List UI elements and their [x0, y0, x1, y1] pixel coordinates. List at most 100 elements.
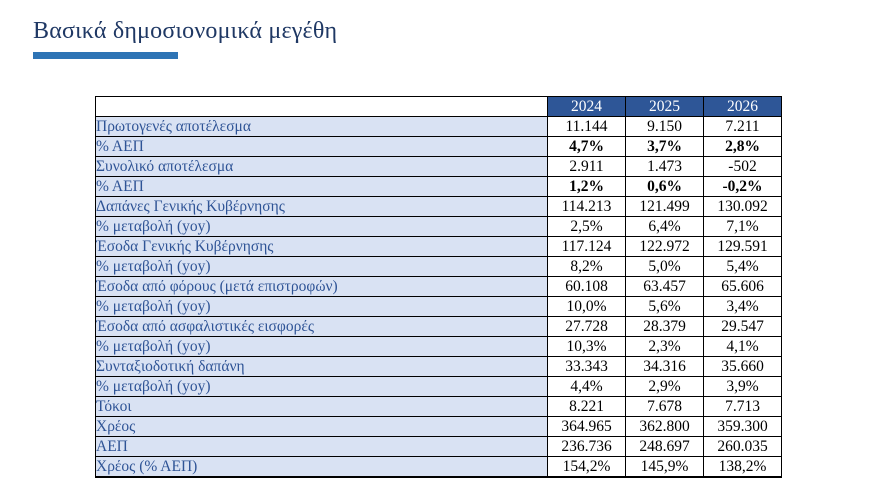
table-row: Χρέος 364.965 362.800 359.300	[95, 416, 782, 437]
value-cell: 2.911	[547, 156, 626, 177]
row-label: % μεταβολή (yoy)	[95, 336, 548, 357]
table-corner-cell	[95, 96, 548, 117]
year-header-2026: 2026	[703, 96, 782, 117]
value-cell: 1.473	[625, 156, 704, 177]
row-label: % μεταβολή (yoy)	[95, 256, 548, 277]
value-cell: 2,5%	[547, 216, 626, 237]
value-cell: 236.736	[547, 436, 626, 457]
value-cell: 5,4%	[703, 256, 782, 277]
value-cell: 8.221	[547, 396, 626, 417]
value-cell: 138,2%	[703, 456, 782, 477]
value-cell: 35.660	[703, 356, 782, 377]
year-header-2024: 2024	[547, 96, 626, 117]
value-cell: 3,9%	[703, 376, 782, 397]
value-cell: 1,2%	[547, 176, 626, 197]
row-label: % ΑΕΠ	[95, 176, 548, 197]
row-label: % μεταβολή (yoy)	[95, 376, 548, 397]
year-header-2025: 2025	[625, 96, 704, 117]
value-cell: 5,0%	[625, 256, 704, 277]
value-cell: 3,4%	[703, 296, 782, 317]
table-header-row: 2024 2025 2026	[95, 96, 782, 117]
value-cell: 154,2%	[547, 456, 626, 477]
table-row: % μεταβολή (yoy) 10,3% 2,3% 4,1%	[95, 336, 782, 357]
value-cell: 33.343	[547, 356, 626, 377]
table-row: Έσοδα Γενικής Κυβέρνησης 117.124 122.972 12…	[95, 236, 782, 257]
value-cell: -0,2%	[703, 176, 782, 197]
value-cell: 10,3%	[547, 336, 626, 357]
table-row: Πρωτογενές αποτέλεσμα 11.144 9.150 7.211	[95, 116, 782, 137]
row-label: Έσοδα από φόρους (μετά επιστροφών)	[95, 276, 548, 297]
value-cell: 362.800	[625, 416, 704, 437]
table-row: Τόκοι 8.221 7.678 7.713	[95, 396, 782, 417]
table-row: Συνταξιοδοτική δαπάνη 33.343 34.316 35.660	[95, 356, 782, 377]
row-label: ΑΕΠ	[95, 436, 548, 457]
row-label: Έσοδα Γενικής Κυβέρνησης	[95, 236, 548, 257]
value-cell: 260.035	[703, 436, 782, 457]
title-accent-bar	[33, 52, 178, 59]
value-cell: 60.108	[547, 276, 626, 297]
row-label: Δαπάνες Γενικής Κυβέρνησης	[95, 196, 548, 217]
value-cell: 29.547	[703, 316, 782, 337]
table-row: Συνολικό αποτέλεσμα 2.911 1.473 -502	[95, 156, 782, 177]
table-row: % ΑΕΠ 4,7% 3,7% 2,8%	[95, 136, 782, 157]
value-cell: 122.972	[625, 236, 704, 257]
value-cell: 114.213	[547, 196, 626, 217]
fiscal-figures-table: 2024 2025 2026 Πρωτογενές αποτέλεσμα 11.1…	[95, 96, 782, 478]
row-label: Χρέος (% ΑΕΠ)	[95, 456, 548, 477]
value-cell: 34.316	[625, 356, 704, 377]
row-label: Τόκοι	[95, 396, 548, 417]
table-row: ΑΕΠ 236.736 248.697 260.035	[95, 436, 782, 457]
value-cell: 4,1%	[703, 336, 782, 357]
value-cell: 121.499	[625, 196, 704, 217]
value-cell: 28.379	[625, 316, 704, 337]
value-cell: 65.606	[703, 276, 782, 297]
value-cell: 0,6%	[625, 176, 704, 197]
value-cell: 9.150	[625, 116, 704, 137]
value-cell: 11.144	[547, 116, 626, 137]
value-cell: 117.124	[547, 236, 626, 257]
value-cell: 7,1%	[703, 216, 782, 237]
value-cell: 2,3%	[625, 336, 704, 357]
value-cell: 27.728	[547, 316, 626, 337]
value-cell: 3,7%	[625, 136, 704, 157]
value-cell: 364.965	[547, 416, 626, 437]
table-row: Έσοδα από ασφαλιστικές εισφορές 27.728 28.…	[95, 316, 782, 337]
value-cell: 7.211	[703, 116, 782, 137]
value-cell: 10,0%	[547, 296, 626, 317]
value-cell: 248.697	[625, 436, 704, 457]
row-label: Πρωτογενές αποτέλεσμα	[95, 116, 548, 137]
table-row: Δαπάνες Γενικής Κυβέρνησης 114.213 121.499…	[95, 196, 782, 217]
value-cell: -502	[703, 156, 782, 177]
table-row: % μεταβολή (yoy) 8,2% 5,0% 5,4%	[95, 256, 782, 277]
page-title: Βασικά δημοσιονομικά μεγέθη	[33, 18, 338, 44]
row-label: Συνταξιοδοτική δαπάνη	[95, 356, 548, 377]
value-cell: 130.092	[703, 196, 782, 217]
value-cell: 7.713	[703, 396, 782, 417]
value-cell: 4,4%	[547, 376, 626, 397]
table-row: % μεταβολή (yoy) 10,0% 5,6% 3,4%	[95, 296, 782, 317]
table-row: Έσοδα από φόρους (μετά επιστροφών) 60.108…	[95, 276, 782, 297]
value-cell: 4,7%	[547, 136, 626, 157]
table-row: % μεταβολή (yoy) 4,4% 2,9% 3,9%	[95, 376, 782, 397]
row-label: Έσοδα από ασφαλιστικές εισφορές	[95, 316, 548, 337]
table-row: % μεταβολή (yoy) 2,5% 6,4% 7,1%	[95, 216, 782, 237]
row-label: % μεταβολή (yoy)	[95, 216, 548, 237]
row-label: Συνολικό αποτέλεσμα	[95, 156, 548, 177]
row-label: % μεταβολή (yoy)	[95, 296, 548, 317]
value-cell: 2,9%	[625, 376, 704, 397]
value-cell: 359.300	[703, 416, 782, 437]
value-cell: 2,8%	[703, 136, 782, 157]
table-row: Χρέος (% ΑΕΠ) 154,2% 145,9% 138,2%	[95, 456, 782, 477]
row-label: Χρέος	[95, 416, 548, 437]
value-cell: 145,9%	[625, 456, 704, 477]
value-cell: 6,4%	[625, 216, 704, 237]
value-cell: 129.591	[703, 236, 782, 257]
value-cell: 63.457	[625, 276, 704, 297]
table-body: Πρωτογενές αποτέλεσμα 11.144 9.150 7.211% Α…	[95, 116, 782, 477]
value-cell: 8,2%	[547, 256, 626, 277]
value-cell: 5,6%	[625, 296, 704, 317]
value-cell: 7.678	[625, 396, 704, 417]
row-label: % ΑΕΠ	[95, 136, 548, 157]
table-row: % ΑΕΠ 1,2% 0,6% -0,2%	[95, 176, 782, 197]
